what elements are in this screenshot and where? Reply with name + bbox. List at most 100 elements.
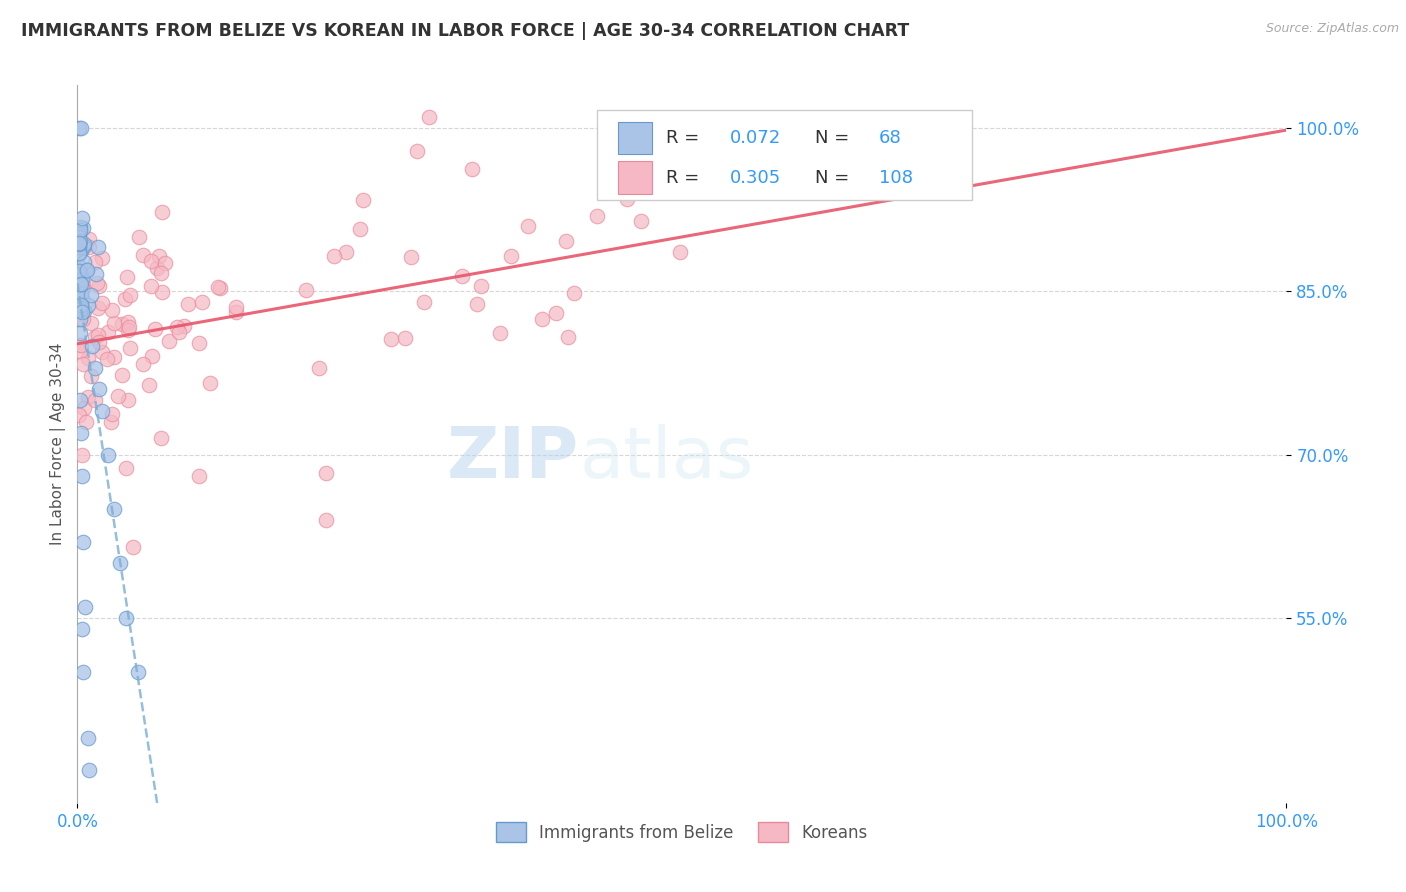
Point <box>132 357 155 371</box>
Point <box>96 351 118 366</box>
Point <box>111 317 134 331</box>
Point <box>67 229 90 244</box>
Point <box>72 448 94 462</box>
Point <box>70 425 93 440</box>
Point <box>79 763 101 777</box>
Point <box>77 351 100 365</box>
Point <box>76 262 98 277</box>
Point <box>72 236 94 251</box>
Point <box>127 665 149 680</box>
Point <box>67 246 90 260</box>
Point <box>554 234 576 248</box>
Point <box>67 303 90 318</box>
Point <box>121 540 143 554</box>
Point <box>72 312 94 326</box>
Point <box>72 357 94 371</box>
Point <box>87 278 110 293</box>
Point <box>107 389 129 403</box>
Point <box>143 322 166 336</box>
Point <box>70 291 93 305</box>
Point <box>72 281 94 295</box>
Point <box>108 557 131 571</box>
Point <box>84 330 107 344</box>
Point <box>84 393 107 408</box>
Point <box>73 401 96 415</box>
Point <box>198 376 221 390</box>
Point <box>87 301 110 316</box>
Point <box>489 326 512 340</box>
Point <box>72 665 94 680</box>
Point <box>157 334 180 348</box>
Point <box>69 244 91 258</box>
Point <box>166 319 188 334</box>
Point <box>77 731 100 745</box>
Point <box>208 281 231 295</box>
Point <box>67 246 90 260</box>
Bar <box>617 121 652 154</box>
Point <box>70 337 93 351</box>
FancyBboxPatch shape <box>598 110 972 200</box>
Point <box>91 345 114 359</box>
Point <box>315 513 337 527</box>
Point <box>399 250 422 264</box>
Point <box>394 331 416 345</box>
Point <box>150 205 173 219</box>
Point <box>153 256 176 270</box>
Point <box>70 305 93 319</box>
Point <box>120 288 142 302</box>
Point <box>75 415 97 429</box>
Point <box>349 221 371 235</box>
Text: N =: N = <box>815 169 849 186</box>
Point <box>322 249 344 263</box>
Point <box>67 338 90 352</box>
Point <box>91 251 114 265</box>
Text: 0.072: 0.072 <box>730 129 782 147</box>
Point <box>191 295 214 310</box>
Point <box>117 323 139 337</box>
Point <box>132 248 155 262</box>
Point <box>86 276 108 290</box>
Point <box>70 622 93 636</box>
Point <box>308 361 330 376</box>
Point <box>335 245 357 260</box>
Point <box>616 192 638 206</box>
Point <box>70 211 93 226</box>
Point <box>69 277 91 291</box>
Point <box>67 246 90 260</box>
Point <box>70 296 93 310</box>
Text: R =: R = <box>666 129 699 147</box>
Point <box>84 254 107 268</box>
Point <box>465 297 488 311</box>
Point <box>115 270 138 285</box>
Point <box>72 534 94 549</box>
Point <box>69 393 91 408</box>
Point <box>69 220 91 235</box>
Point <box>141 349 163 363</box>
Point <box>128 230 150 244</box>
Point <box>72 239 94 253</box>
Text: N =: N = <box>815 129 849 147</box>
Point <box>118 319 141 334</box>
Point <box>97 325 120 339</box>
Text: Source: ZipAtlas.com: Source: ZipAtlas.com <box>1265 22 1399 36</box>
Point <box>67 263 90 277</box>
Point <box>84 360 107 375</box>
Point <box>69 223 91 237</box>
Point <box>69 326 91 340</box>
Point <box>69 234 91 248</box>
Point <box>70 275 93 289</box>
Point <box>177 297 200 311</box>
Point <box>145 260 167 275</box>
Point <box>150 267 173 281</box>
Point <box>103 316 125 330</box>
Point <box>67 236 90 251</box>
Point <box>77 390 100 404</box>
Point <box>150 285 173 299</box>
Point <box>101 303 124 318</box>
Bar <box>617 161 652 194</box>
Point <box>67 298 90 312</box>
Point <box>86 268 108 282</box>
Point <box>207 280 229 294</box>
Point <box>72 220 94 235</box>
Point <box>70 271 93 285</box>
